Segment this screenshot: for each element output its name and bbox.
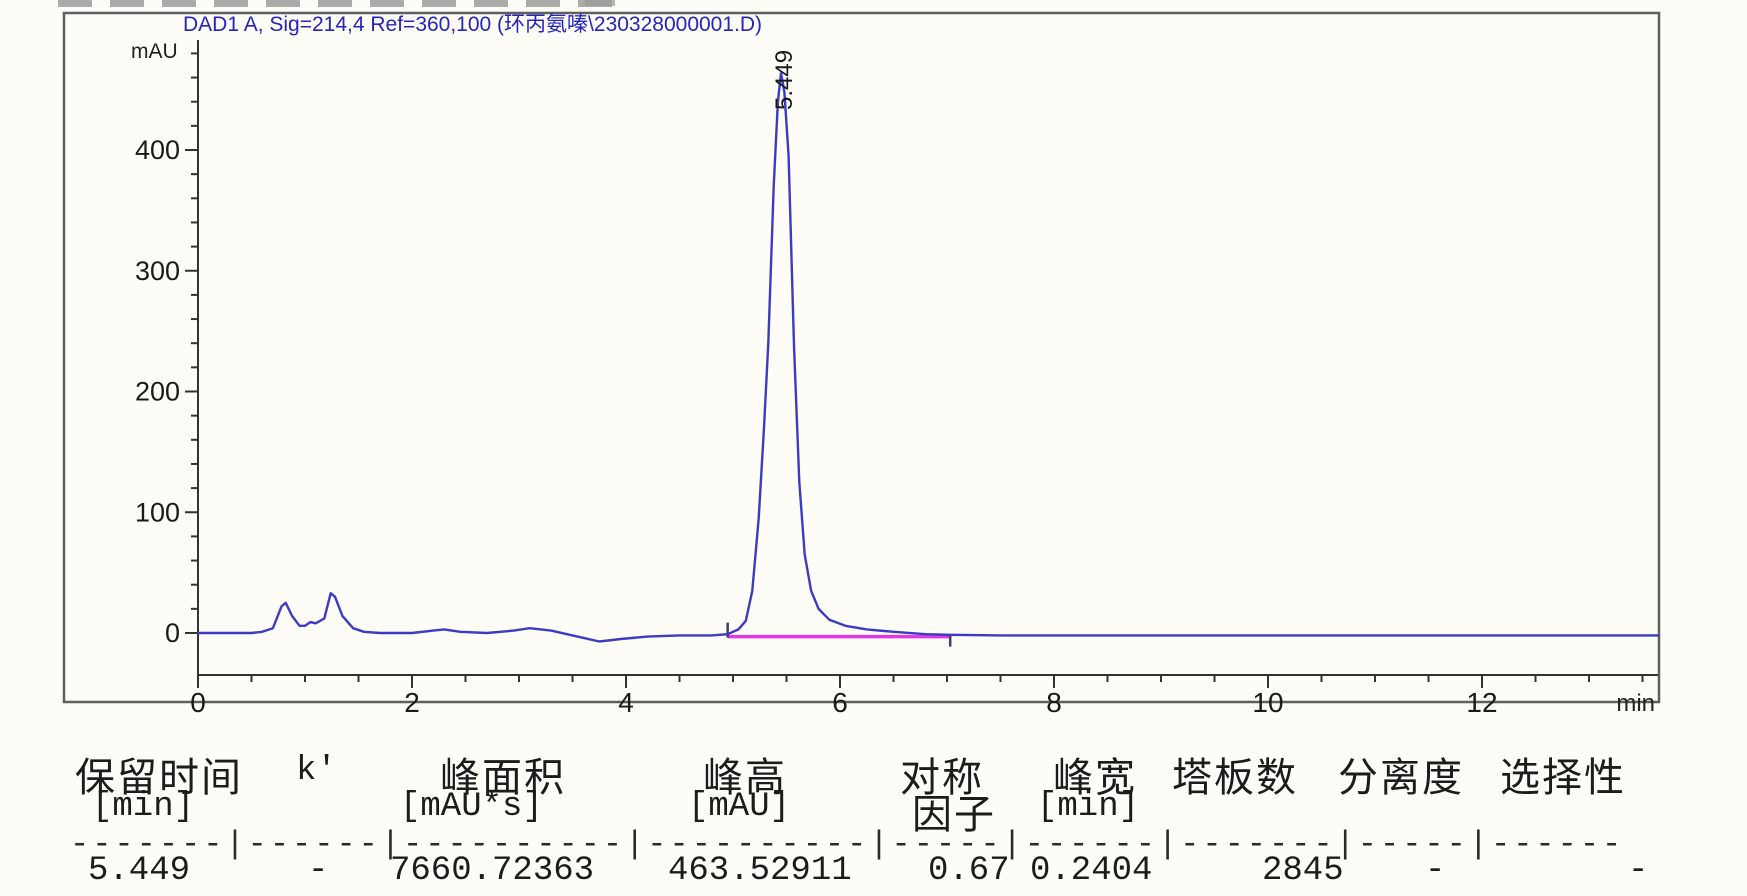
signal-trace-line [196,72,1660,643]
cell-k-prime: - [308,852,329,890]
y-tick-label: 200 [135,377,180,407]
x-tick-label: 4 [618,687,634,718]
cell-peak-height: 463.52911 [668,852,852,890]
x-tick-label: 10 [1252,687,1283,718]
y-tick-label: 0 [165,618,180,648]
col-header-peak-area: 峰面积 [440,756,566,800]
col-header-retention-time: 保留时间 [75,756,243,800]
col-header-symmetry: 对称 [900,756,984,800]
unit-retention-time: [min] [92,788,195,826]
col-header-resolution: 分离度 [1338,756,1464,800]
signal-trace [196,72,1660,647]
cell-plate-number: 2845 [1262,852,1344,890]
cropped-text-artifact [58,0,618,7]
x-tick-label: 6 [832,687,848,718]
axes: 0 2 4 6 8 10 12 0 100 200 300 400 [135,40,1658,718]
cell-peak-width: 0.2404 [1030,852,1153,890]
unit-peak-height: [mAU] [688,788,791,826]
cropped-text-artifact [585,0,615,6]
x-tick-label: 12 [1466,687,1497,718]
plot-frame [62,11,1661,704]
cell-resolution: - [1425,852,1446,890]
y-tick-label: 100 [135,497,180,527]
col-header-peak-height: 峰高 [703,756,787,800]
col-header-peak-width: 峰宽 [1053,756,1137,800]
peak-retention-label: 5.449 [771,50,798,110]
x-tick-label: 2 [404,687,420,718]
cell-symmetry-factor: 0.67 [928,852,1010,890]
col-header-symmetry-factor: 因子 [912,793,996,837]
x-axis-unit-label: min [1616,690,1655,717]
plot-title: DAD1 A, Sig=214,4 Ref=360,100 (环丙氨嗪\2303… [183,13,762,36]
col-header-k-prime: k' [296,752,337,790]
y-tick-label: 300 [135,256,180,286]
chromatogram-plot: DAD1 A, Sig=214,4 Ref=360,100 (环丙氨嗪\2303… [62,11,1661,718]
cell-retention-time: 5.449 [88,852,191,890]
cell-peak-area: 7660.72363 [390,852,595,890]
unit-peak-width: [min] [1037,788,1140,826]
y-tick-label: 400 [135,135,180,165]
x-tick-label: 0 [190,687,206,718]
x-tick-label: 8 [1046,687,1062,718]
table-separator: -------|------|----------|----------|---… [70,826,1625,863]
col-header-plate-number: 塔板数 [1172,756,1298,800]
y-axis-unit-label: mAU [131,40,178,63]
col-header-selectivity: 选择性 [1500,756,1626,800]
cell-selectivity: - [1628,852,1649,890]
unit-peak-area: [mAU*s] [400,788,543,826]
